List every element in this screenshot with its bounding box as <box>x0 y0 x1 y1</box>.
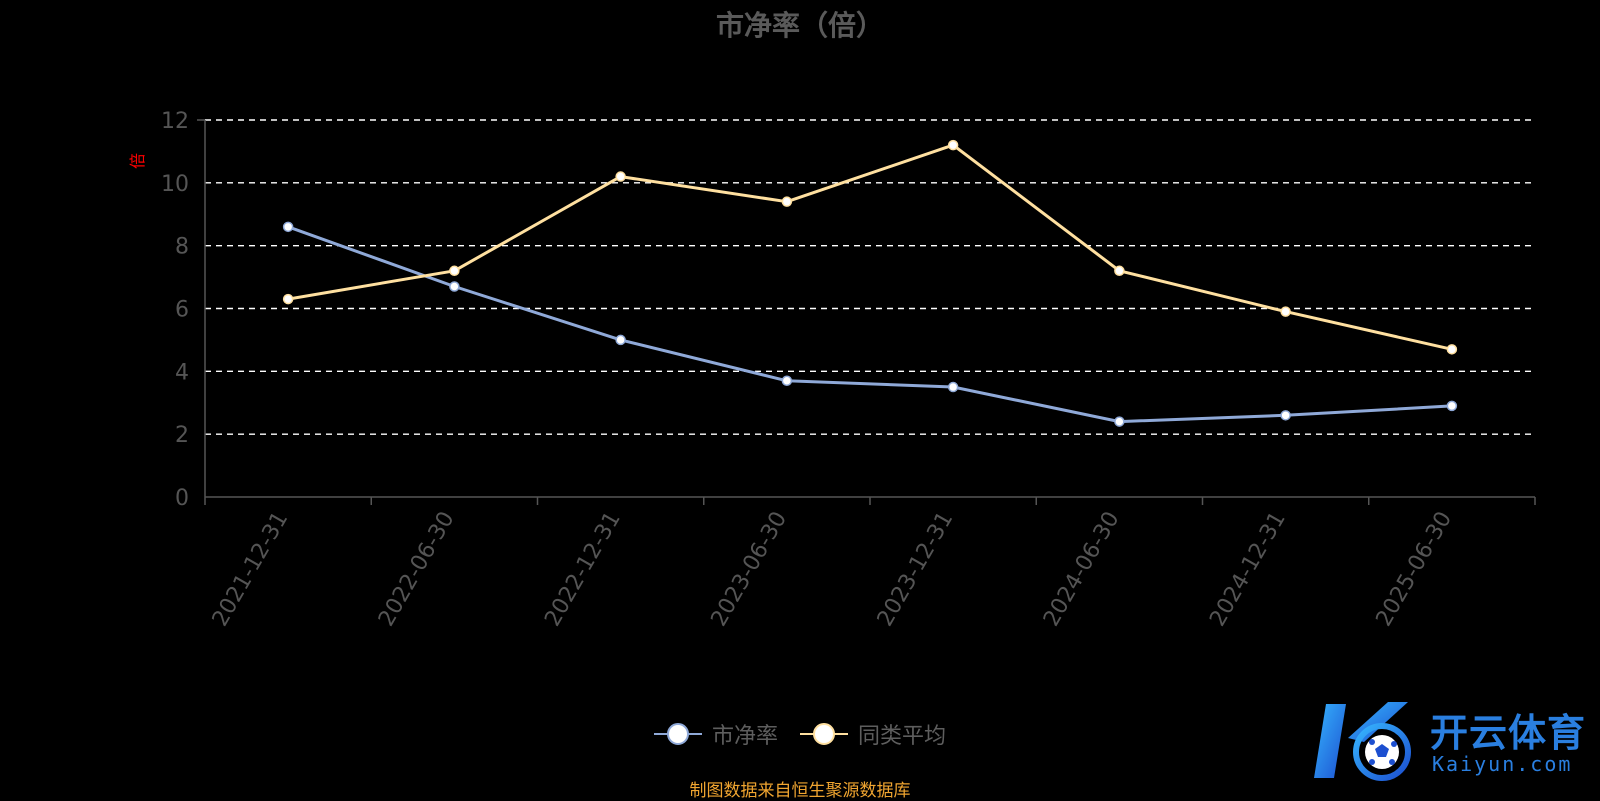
y-tick-label: 10 <box>161 172 189 197</box>
data-point-0-2 <box>615 334 626 346</box>
series-line-1 <box>287 143 1453 351</box>
legend-label-pb: 市净率 <box>711 724 778 749</box>
data-point-1-5 <box>1114 265 1125 277</box>
data-point-1-6 <box>1280 306 1291 317</box>
legend: 市净率 同类平均 <box>0 718 1600 750</box>
y-tick-label: 12 <box>161 109 189 134</box>
y-tick-labels: 0 2 4 6 8 10 12 <box>161 109 189 511</box>
x-tick-labels: 2021-12-31 2022-06-30 2022-12-31 2023-06-30… <box>208 508 1457 631</box>
x-tick-label: 2022-12-31 <box>540 508 626 631</box>
x-tick-label: 2025-06-30 <box>1371 508 1457 631</box>
data-point-0-6 <box>1280 410 1291 421</box>
series <box>282 139 1458 427</box>
legend-item-peer-average[interactable]: 同类平均 <box>800 718 946 750</box>
legend-swatch-peer-average <box>800 721 848 747</box>
x-tick-label: 2021-12-31 <box>208 508 294 631</box>
y-tick-label: 0 <box>175 486 189 511</box>
data-point-1-3 <box>781 196 793 207</box>
series-line-0 <box>287 225 1452 424</box>
data-point-1-1 <box>449 265 460 277</box>
source-note: 制图数据来自恒生聚源数据库 <box>689 781 911 801</box>
x-tick-label: 2023-06-30 <box>706 508 792 631</box>
data-point-1-2 <box>615 171 626 182</box>
y-tick-label: 6 <box>175 298 189 323</box>
data-point-0-7 <box>1446 400 1458 412</box>
chart-title: 市净率（倍） <box>715 9 884 42</box>
legend-item-pb[interactable]: 市净率 <box>653 718 778 750</box>
x-tick-label: 2024-06-30 <box>1039 508 1125 631</box>
x-tick-label: 2024-12-31 <box>1205 508 1291 631</box>
y-tick-label: 8 <box>175 235 189 260</box>
watermark: 开云体育 Kaiyun.com <box>1312 698 1588 784</box>
watermark-brand: 开云体育 <box>1430 711 1587 755</box>
data-point-0-3 <box>781 375 793 387</box>
y-axis-unit-label: 倍 <box>128 153 147 169</box>
data-point-1-4 <box>947 139 959 151</box>
data-point-0-1 <box>449 281 460 292</box>
data-point-0-5 <box>1114 416 1125 427</box>
kaiyun-soccer-logo-icon <box>1314 702 1411 781</box>
data-point-1-7 <box>1446 344 1458 355</box>
data-point-0-4 <box>947 381 959 393</box>
y-tick-label: 4 <box>175 360 189 385</box>
watermark-domain: Kaiyun.com <box>1432 752 1573 776</box>
axes <box>197 119 1536 505</box>
gridlines <box>205 119 1535 435</box>
y-tick-label: 2 <box>175 423 189 448</box>
data-point-1-0 <box>282 293 294 305</box>
x-tick-label: 2023-12-31 <box>873 508 959 631</box>
x-tick-label: 2022-06-30 <box>374 508 460 631</box>
legend-label-peer-average: 同类平均 <box>858 724 947 749</box>
data-point-0-0 <box>282 221 294 233</box>
legend-swatch-pb <box>653 721 702 747</box>
